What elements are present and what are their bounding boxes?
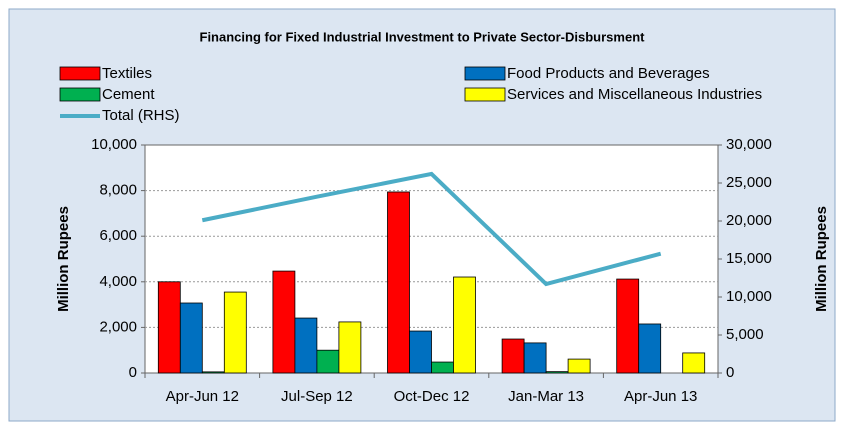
bar (616, 278, 640, 374)
bar (338, 321, 362, 374)
legend-swatch (59, 66, 101, 81)
legend-label: Total (RHS) (102, 107, 180, 124)
bar (201, 371, 225, 374)
y-tick-label: 4,000 (99, 273, 137, 290)
y2-tick-label: 0 (726, 364, 734, 381)
y2-tick-label: 25,000 (726, 174, 772, 191)
bar (682, 352, 706, 374)
bar (523, 342, 547, 374)
y-axis-title: Million Rupees (55, 206, 72, 312)
bar (638, 323, 662, 374)
bar (567, 358, 591, 374)
bar (294, 317, 318, 374)
y-tick-label: 8,000 (99, 182, 137, 199)
y2-axis-title: Million Rupees (813, 206, 830, 312)
legend-swatch (59, 87, 101, 102)
x-tick-label: Apr-Jun 12 (166, 388, 239, 405)
chart-title: Financing for Fixed Industrial Investmen… (200, 29, 646, 44)
y2-tick-label: 5,000 (726, 326, 764, 343)
bar (431, 361, 454, 374)
bar (157, 281, 181, 374)
y2-tick-label: 15,000 (726, 250, 772, 267)
y-tick-label: 2,000 (99, 318, 137, 335)
bar (453, 276, 476, 374)
y2-tick-label: 20,000 (726, 212, 772, 229)
bar (545, 371, 569, 374)
legend-swatch (464, 87, 506, 102)
bar (179, 302, 203, 374)
y-tick-label: 0 (129, 364, 137, 381)
x-tick-label: Oct-Dec 12 (394, 388, 470, 405)
x-tick-label: Jul-Sep 12 (281, 388, 353, 405)
y-tick-label: 6,000 (99, 227, 137, 244)
y2-tick-label: 10,000 (726, 288, 772, 305)
line-series (201, 171, 662, 287)
bar (223, 291, 247, 374)
x-tick-label: Jan-Mar 13 (508, 388, 584, 405)
legend-label: Food Products and Beverages (507, 65, 710, 82)
y-tick-label: 10,000 (91, 136, 137, 153)
legend-label: Cement (102, 86, 155, 103)
y2-tick-label: 30,000 (726, 136, 772, 153)
legend-label: Services and Miscellaneous Industries (507, 86, 762, 103)
bar (409, 330, 432, 374)
bar (272, 270, 296, 374)
bar (501, 338, 525, 374)
x-tick-label: Apr-Jun 13 (624, 388, 697, 405)
legend-label: Textiles (102, 65, 152, 82)
bar (316, 349, 340, 374)
legend-swatch (464, 66, 506, 81)
bar (387, 191, 410, 374)
